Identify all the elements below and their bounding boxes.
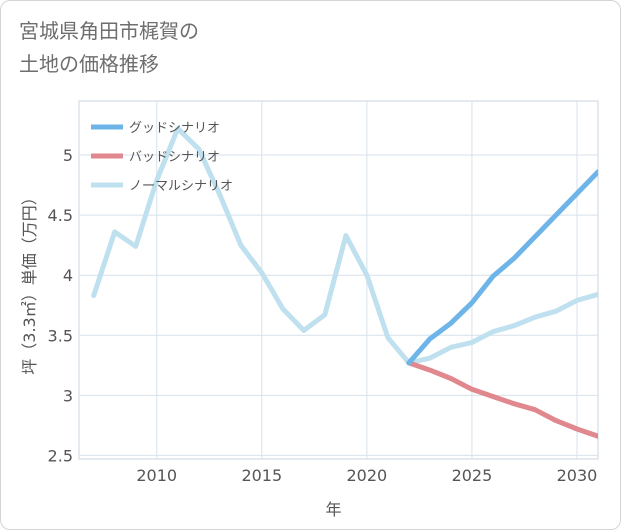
legend-label-2: ノーマルシナリオ — [129, 179, 233, 194]
y-tick-label: 5 — [63, 146, 73, 165]
plot-frame — [78, 100, 599, 460]
y-tick-label: 3.5 — [48, 326, 73, 345]
x-tick-label: 2030 — [557, 466, 598, 485]
legend-label-1: バッドシナリオ — [129, 150, 220, 165]
series-line-1 — [406, 360, 598, 439]
y-tick-label: 4.5 — [48, 206, 73, 225]
x-tick-label: 2025 — [452, 466, 493, 485]
x-tick-label: 2020 — [347, 466, 388, 485]
y-tick-label: 3 — [63, 386, 73, 405]
series-line-2 — [91, 126, 598, 366]
series-group — [91, 126, 598, 439]
y-tick-label: 4 — [63, 266, 73, 285]
y-axis-label: 坪（3.3㎡）単価（万円） — [20, 189, 39, 374]
series-line-0 — [406, 169, 598, 366]
y-tick-label: 2.5 — [48, 446, 73, 465]
x-tick-label: 2010 — [136, 466, 177, 485]
legend-label-0: グッドシナリオ — [129, 121, 220, 136]
chart-title: 宮城県角田市梶賀の 土地の価格推移 — [19, 19, 199, 76]
x-tick-label: 2015 — [241, 466, 282, 485]
x-axis-label: 年 — [325, 500, 341, 519]
